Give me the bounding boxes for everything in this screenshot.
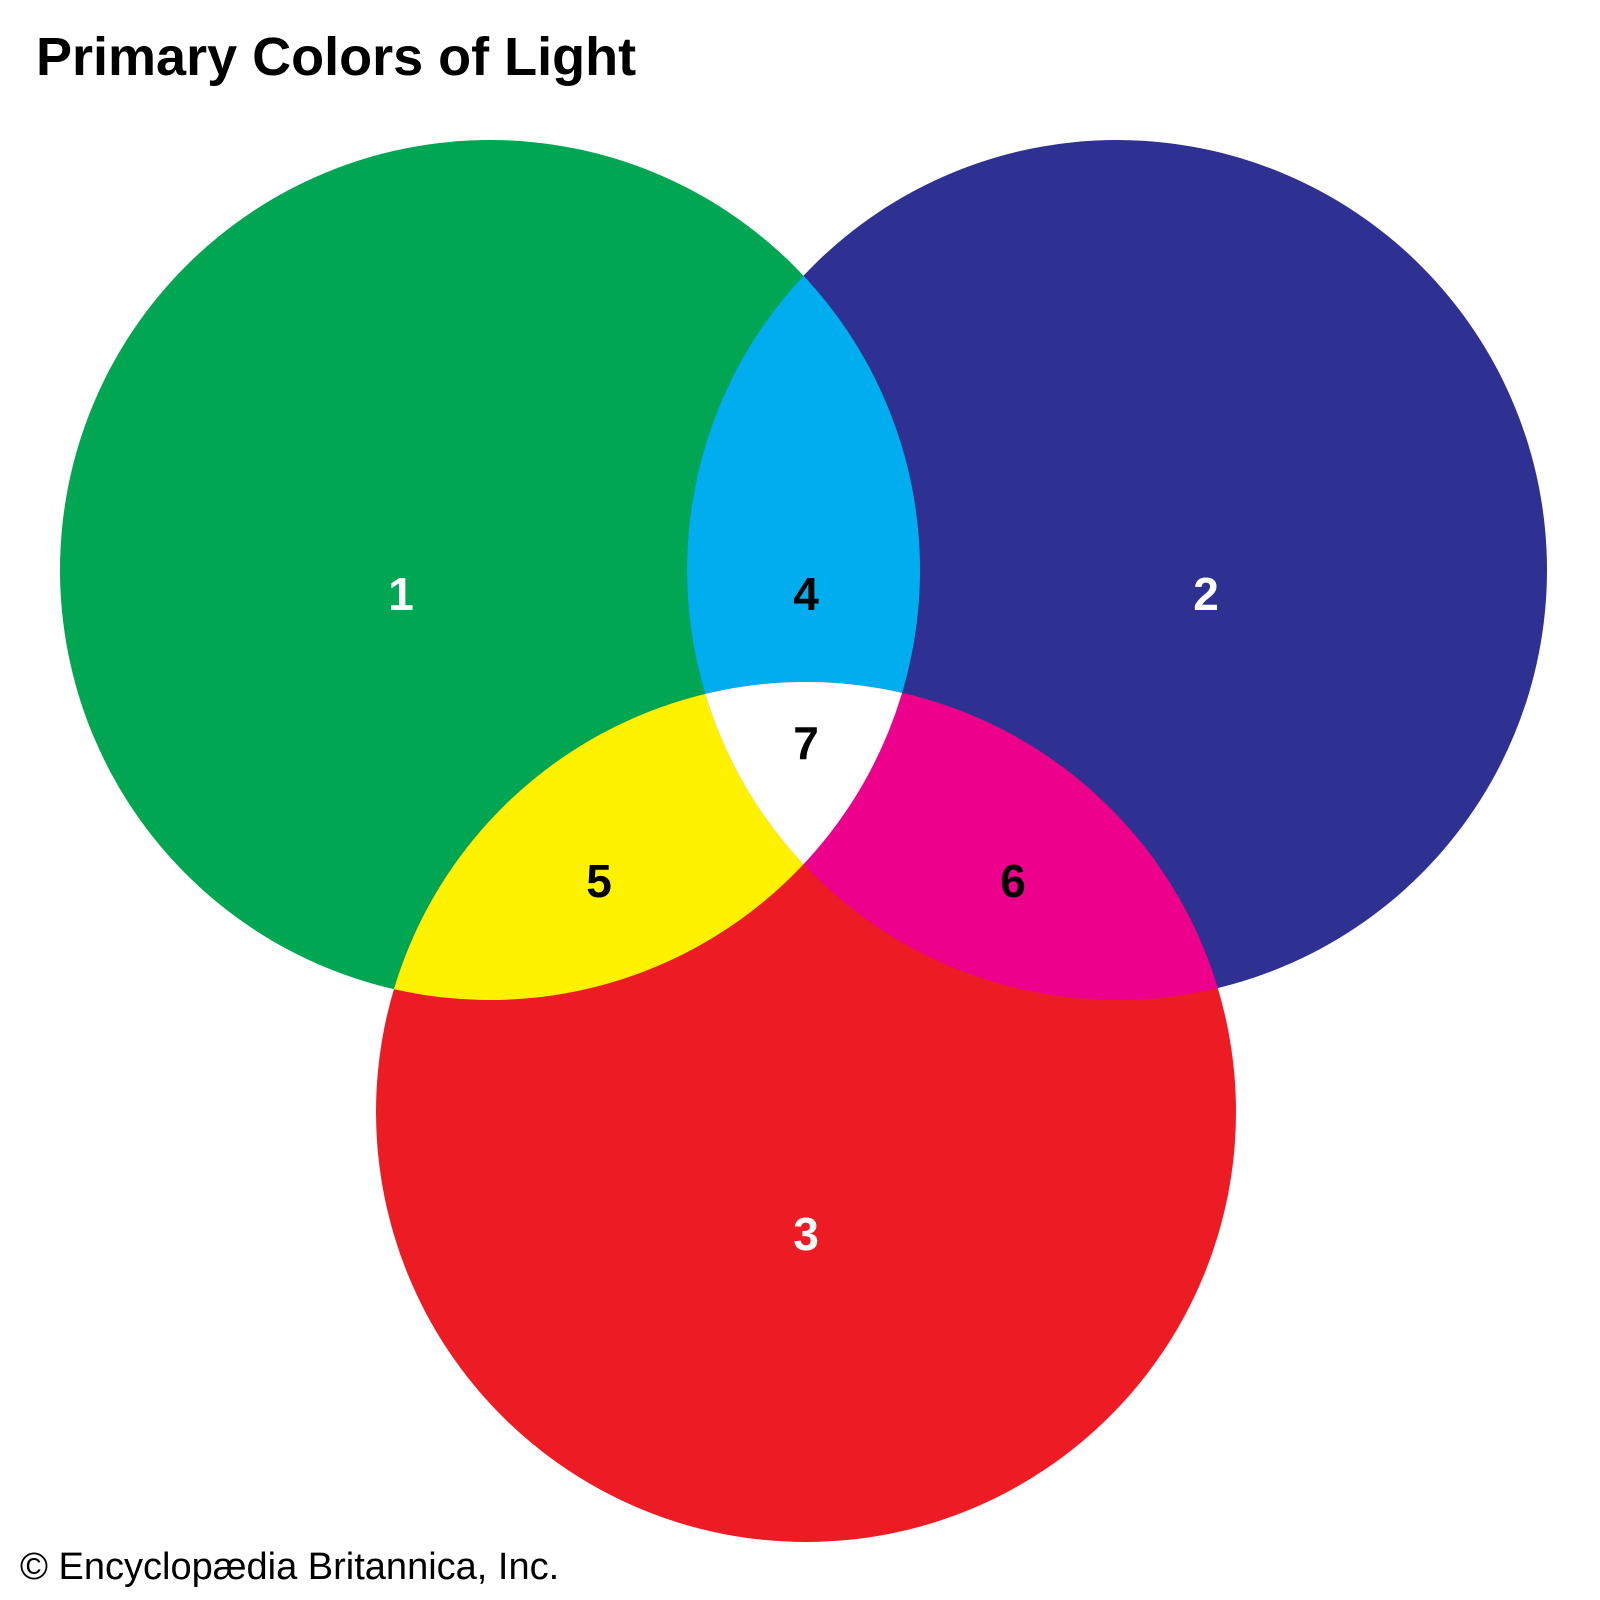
region-label-1: 1 <box>388 568 414 620</box>
diagram-title: Primary Colors of Light <box>36 27 637 87</box>
region-label-5: 5 <box>586 855 612 907</box>
magenta-overlap <box>687 682 1236 1000</box>
region-label-3: 3 <box>793 1208 819 1260</box>
region-label-2: 2 <box>1193 568 1219 620</box>
region-label-7: 7 <box>793 717 819 769</box>
copyright-credit: © Encyclopædia Britannica, Inc. <box>20 1546 560 1588</box>
region-label-6: 6 <box>1000 855 1026 907</box>
region-label-4: 4 <box>793 568 819 620</box>
yellow-overlap <box>376 682 920 1000</box>
